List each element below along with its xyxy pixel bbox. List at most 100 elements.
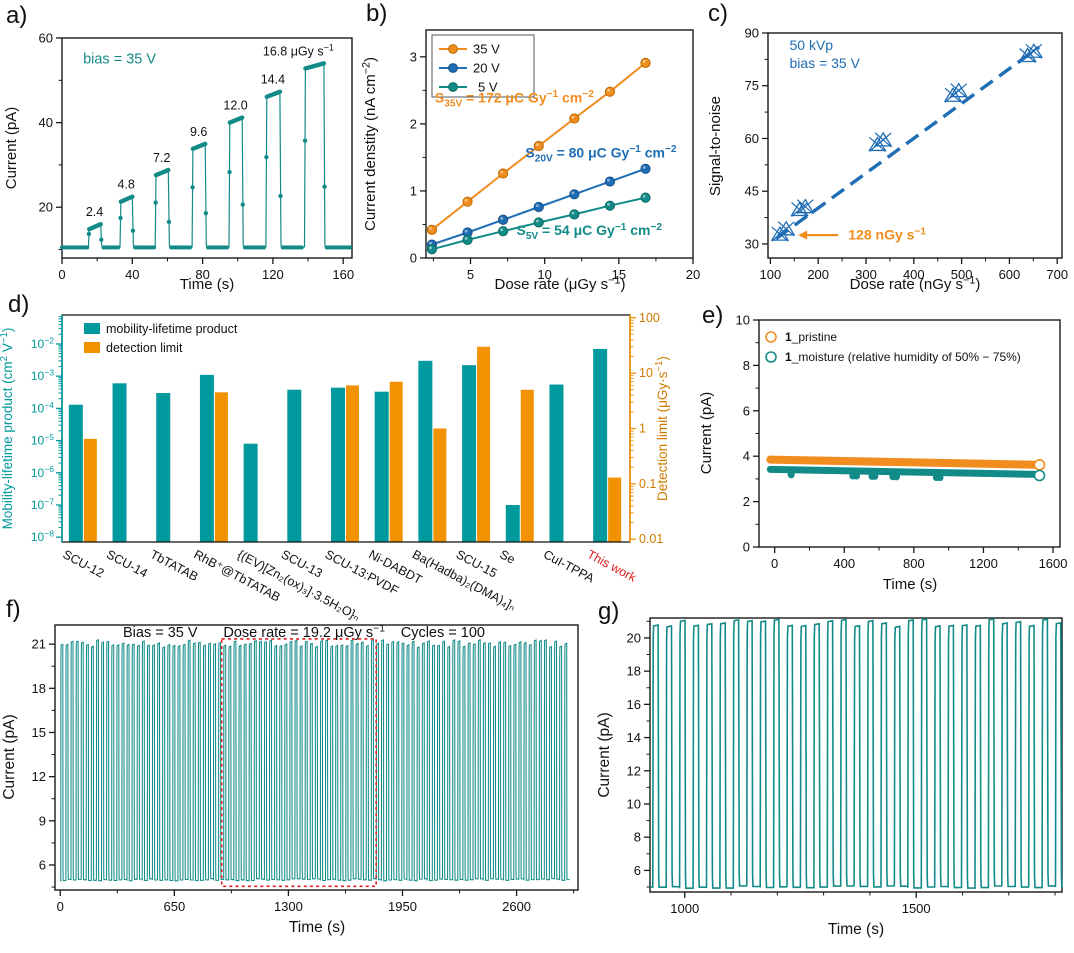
svg-text:Time (s): Time (s) xyxy=(289,919,345,936)
panel-g: g) 1000 1500 6 8 10 12 14 16 18 20 Time (s) Current… xyxy=(596,596,1074,953)
panel-f-chart: 0 650 1300 1950 2600 6 9 12 15 18 21 Time (s) Curren… xyxy=(1,623,579,936)
svg-text:9: 9 xyxy=(39,813,46,828)
svg-text:12: 12 xyxy=(32,769,46,784)
svg-text:700: 700 xyxy=(1046,267,1068,282)
svg-text:10−2: 10−2 xyxy=(31,335,54,351)
panel-c-label: c) xyxy=(708,0,728,27)
svg-text:128 nGy s−1: 128 nGy s−1 xyxy=(848,226,926,242)
svg-text:10: 10 xyxy=(639,366,653,380)
svg-text:10−4: 10−4 xyxy=(31,400,54,416)
svg-text:0: 0 xyxy=(771,556,778,571)
svg-text:7.2: 7.2 xyxy=(153,151,170,165)
svg-text:10−7: 10−7 xyxy=(31,496,54,512)
panel-c: c) 100 200 300 400 500 600 700 30 45 60 75 90 Dose r… xyxy=(705,0,1074,300)
svg-text:0: 0 xyxy=(57,899,64,914)
panel-c-chart: 100 200 300 400 500 600 700 30 45 60 75 90 Dose rate… xyxy=(707,26,1068,294)
panel-b: b) 5 10 15 20 0 1 2 3 Dose rate (μGy s−1) Current… xyxy=(360,0,705,300)
panel-b-label: b) xyxy=(366,0,388,27)
svg-text:10−8: 10−8 xyxy=(31,529,54,545)
panel-a-chart: 0 40 80 120 160 20 40 60 Time (s) Current (pA) bia… xyxy=(3,31,354,294)
svg-text:40: 40 xyxy=(39,115,53,130)
svg-text:20: 20 xyxy=(686,267,700,282)
svg-text:10: 10 xyxy=(627,796,641,811)
svg-text:detection limit: detection limit xyxy=(106,341,183,355)
svg-text:Current (pA): Current (pA) xyxy=(1,714,18,799)
svg-text:Current (pA): Current (pA) xyxy=(596,712,613,797)
svg-text:bias = 35 V: bias = 35 V xyxy=(83,51,156,67)
svg-text:Time (s): Time (s) xyxy=(180,276,234,293)
svg-text:SCU-14: SCU-14 xyxy=(104,547,150,580)
svg-text:1200: 1200 xyxy=(969,556,998,571)
svg-text:Mobility-lifetime product (cm2: Mobility-lifetime product (cm2 V−1) xyxy=(0,328,15,530)
svg-text:1600: 1600 xyxy=(1039,556,1068,571)
svg-text:0.01: 0.01 xyxy=(639,532,663,546)
svg-text:30: 30 xyxy=(745,236,759,251)
svg-text:1000: 1000 xyxy=(670,901,699,916)
svg-text:12: 12 xyxy=(627,763,641,778)
panel-b-chart: 5 10 15 20 0 1 2 3 Dose rate (μGy s−1) Current de… xyxy=(360,29,700,293)
svg-text:10: 10 xyxy=(736,313,750,328)
svg-text:SCU-12: SCU-12 xyxy=(60,547,106,580)
svg-text:400: 400 xyxy=(903,267,925,282)
svg-text:90: 90 xyxy=(745,26,759,41)
svg-text:1: 1 xyxy=(410,183,417,198)
svg-text:20: 20 xyxy=(627,630,641,645)
svg-text:Time (s): Time (s) xyxy=(828,921,884,938)
svg-text:16: 16 xyxy=(627,697,641,712)
panel-e-label: e) xyxy=(702,302,724,329)
svg-text:45: 45 xyxy=(745,184,759,199)
svg-text:18: 18 xyxy=(627,664,641,679)
svg-text:160: 160 xyxy=(332,267,354,282)
svg-text:1500: 1500 xyxy=(902,901,931,916)
svg-text:Detection limit (μGy·s−1): Detection limit (μGy·s−1) xyxy=(654,356,670,501)
svg-text:500: 500 xyxy=(951,267,973,282)
svg-text:Dose rate (nGy s−1): Dose rate (nGy s−1) xyxy=(850,274,981,293)
svg-text:650: 650 xyxy=(163,899,185,914)
svg-text:mobility-lifetime product: mobility-lifetime product xyxy=(106,322,238,336)
panel-d-label: d) xyxy=(8,291,30,318)
panel-g-label: g) xyxy=(598,598,620,625)
svg-text:12.0: 12.0 xyxy=(223,99,247,113)
svg-text:SCU-13:PVDF: SCU-13:PVDF xyxy=(323,547,402,598)
panel-a-label: a) xyxy=(6,2,28,29)
svg-text:6: 6 xyxy=(743,403,750,418)
panel-d: d) 10−2 10−3 10−4 10−5 10−6 10−7 10−8 100 10 1 0.1… xyxy=(0,291,700,633)
svg-text:8: 8 xyxy=(743,358,750,373)
svg-text:10−5: 10−5 xyxy=(31,432,54,448)
svg-text:14.4: 14.4 xyxy=(261,73,285,87)
svg-text:6: 6 xyxy=(634,863,641,878)
svg-text:Time (s): Time (s) xyxy=(883,576,937,593)
svg-text:50 kVp: 50 kVp xyxy=(790,37,834,53)
svg-text:120: 120 xyxy=(262,267,284,282)
svg-text:100: 100 xyxy=(760,267,782,282)
svg-text:800: 800 xyxy=(903,556,925,571)
svg-text:6: 6 xyxy=(39,857,46,872)
svg-text:14: 14 xyxy=(627,730,641,745)
svg-text:1950: 1950 xyxy=(388,899,417,914)
panel-e-chart: 0 400 800 1200 1600 0 2 4 6 8 10 Time (s) Current (p… xyxy=(698,313,1068,594)
svg-text:0: 0 xyxy=(743,540,750,555)
svg-text:21: 21 xyxy=(32,637,46,652)
panel-a: a) 0 40 80 120 160 20 40 60 Time (s) Current (pA)… xyxy=(0,0,360,300)
svg-text:600: 600 xyxy=(999,267,1021,282)
svg-text:15: 15 xyxy=(32,725,46,740)
svg-text:60: 60 xyxy=(745,131,759,146)
svg-text:2600: 2600 xyxy=(502,899,531,914)
svg-text:Dose rate (μGy s−1): Dose rate (μGy s−1) xyxy=(495,274,626,293)
svg-text:Current denstity (nA cm−2): Current denstity (nA cm−2) xyxy=(360,57,379,231)
panel-f: f) 0 650 1300 1950 2600 6 9 12 15 18 21 Time (s) Cur… xyxy=(0,596,600,953)
panel-e: e) 0 400 800 1200 1600 0 2 4 6 8 10 Time (s) Current… xyxy=(690,293,1074,608)
svg-text:Bias = 35 V: Bias = 35 V xyxy=(123,625,198,641)
svg-text:10: 10 xyxy=(537,267,551,282)
svg-text:TbTATAB: TbTATAB xyxy=(148,547,201,584)
panel-g-chart: 1000 1500 6 8 10 12 14 16 18 20 Time (s) Current (p… xyxy=(596,617,1063,938)
svg-text:bias = 35 V: bias = 35 V xyxy=(790,55,861,71)
svg-text:2: 2 xyxy=(743,494,750,509)
svg-text:60: 60 xyxy=(39,31,53,46)
svg-text:4: 4 xyxy=(743,449,750,464)
svg-text:75: 75 xyxy=(745,78,759,93)
svg-text:0.1: 0.1 xyxy=(639,477,656,491)
svg-text:100: 100 xyxy=(639,311,660,325)
svg-text:200: 200 xyxy=(807,267,829,282)
